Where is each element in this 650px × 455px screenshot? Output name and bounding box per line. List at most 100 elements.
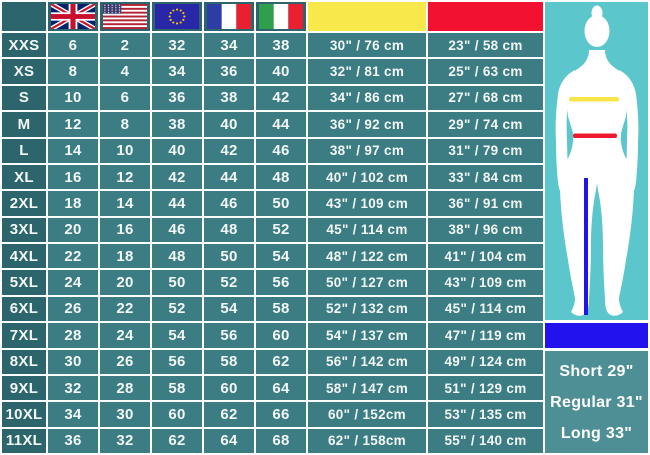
us-flag-icon bbox=[100, 2, 150, 31]
waist-measurement-cell: 45" / 114 cm bbox=[428, 296, 543, 322]
leg-length-panel: Short 29" Regular 31" Long 33" bbox=[545, 351, 648, 453]
uk-size-cell: 28 bbox=[48, 323, 98, 348]
us-size-cell: 24 bbox=[100, 323, 150, 348]
waist-measurement-cell: 41" / 104 cm bbox=[428, 244, 543, 269]
uk-flag-icon bbox=[48, 2, 98, 31]
italy-size-cell: 60 bbox=[256, 323, 306, 348]
measurement-guide-panel: Short 29" Regular 31" Long 33" bbox=[545, 0, 650, 455]
chest-measurement-cell: 36" / 92 cm bbox=[308, 112, 426, 137]
france-size-cell: 44 bbox=[204, 164, 254, 190]
chest-measurement-cell: 50" / 127 cm bbox=[308, 270, 426, 295]
us-size-cell: 16 bbox=[100, 217, 150, 242]
france-size-cell: 62 bbox=[204, 402, 254, 427]
size-label-cell: L bbox=[2, 138, 46, 163]
uk-size-cell: 16 bbox=[48, 164, 98, 190]
france-size-cell: 40 bbox=[204, 112, 254, 137]
size-label-cell: 9XL bbox=[2, 375, 46, 401]
waist-measurement-cell: 29" / 74 cm bbox=[428, 112, 543, 137]
size-label-cell: 5XL bbox=[2, 270, 46, 295]
france-size-cell: 38 bbox=[204, 85, 254, 111]
chest-measurement-cell: 56" / 142 cm bbox=[308, 349, 426, 374]
chest-measurement-cell: 30" / 76 cm bbox=[308, 33, 426, 58]
uk-size-cell: 14 bbox=[48, 138, 98, 163]
france-size-cell: 42 bbox=[204, 138, 254, 163]
italy-size-cell: 66 bbox=[256, 402, 306, 427]
italy-size-cell: 50 bbox=[256, 191, 306, 216]
waist-measurement-cell: 38" / 96 cm bbox=[428, 217, 543, 242]
italy-size-cell: 56 bbox=[256, 270, 306, 295]
inseam-line bbox=[584, 178, 588, 315]
waist-measurement-cell: 51" / 129 cm bbox=[428, 375, 543, 401]
corner-cell bbox=[2, 2, 46, 31]
us-size-cell: 26 bbox=[100, 349, 150, 374]
italy-size-cell: 64 bbox=[256, 375, 306, 401]
waist-measurement-cell: 47" / 119 cm bbox=[428, 323, 543, 348]
france-size-cell: 60 bbox=[204, 375, 254, 401]
size-label-cell: 11XL bbox=[2, 428, 46, 453]
leg-length-long: Long 33" bbox=[560, 424, 633, 442]
uk-size-cell: 10 bbox=[48, 85, 98, 111]
uk-size-cell: 6 bbox=[48, 33, 98, 58]
italy-flag-icon bbox=[256, 2, 306, 31]
eu-size-cell: 48 bbox=[152, 244, 202, 269]
waist-measurement-cell: 36" / 91 cm bbox=[428, 191, 543, 216]
uk-size-cell: 34 bbox=[48, 402, 98, 427]
us-size-cell: 22 bbox=[100, 296, 150, 322]
us-size-cell: 14 bbox=[100, 191, 150, 216]
waist-color-header bbox=[428, 2, 543, 31]
eu-flag-icon bbox=[152, 2, 202, 31]
size-label-cell: 4XL bbox=[2, 244, 46, 269]
france-size-cell: 50 bbox=[204, 244, 254, 269]
us-size-cell: 20 bbox=[100, 270, 150, 295]
france-size-cell: 56 bbox=[204, 323, 254, 348]
chest-measurement-cell: 52" / 132 cm bbox=[308, 296, 426, 322]
chest-measurement-cell: 34" / 86 cm bbox=[308, 85, 426, 111]
eu-size-cell: 44 bbox=[152, 191, 202, 216]
waist-line bbox=[573, 133, 617, 138]
waist-measurement-cell: 43" / 109 cm bbox=[428, 270, 543, 295]
eu-size-cell: 60 bbox=[152, 402, 202, 427]
us-size-cell: 32 bbox=[100, 428, 150, 453]
france-size-cell: 58 bbox=[204, 349, 254, 374]
waist-measurement-cell: 49" / 124 cm bbox=[428, 349, 543, 374]
eu-size-cell: 34 bbox=[152, 59, 202, 84]
us-size-cell: 4 bbox=[100, 59, 150, 84]
italy-size-cell: 38 bbox=[256, 33, 306, 58]
chest-measurement-cell: 48" / 122 cm bbox=[308, 244, 426, 269]
uk-size-cell: 18 bbox=[48, 191, 98, 216]
us-size-cell: 30 bbox=[100, 402, 150, 427]
us-size-cell: 8 bbox=[100, 112, 150, 137]
france-size-cell: 64 bbox=[204, 428, 254, 453]
france-size-cell: 46 bbox=[204, 191, 254, 216]
eu-size-cell: 46 bbox=[152, 217, 202, 242]
size-label-cell: 6XL bbox=[2, 296, 46, 322]
uk-size-cell: 22 bbox=[48, 244, 98, 269]
eu-size-cell: 58 bbox=[152, 375, 202, 401]
size-label-cell: 2XL bbox=[2, 191, 46, 216]
italy-size-cell: 42 bbox=[256, 85, 306, 111]
uk-size-cell: 30 bbox=[48, 349, 98, 374]
eu-size-cell: 32 bbox=[152, 33, 202, 58]
uk-size-cell: 8 bbox=[48, 59, 98, 84]
italy-size-cell: 54 bbox=[256, 244, 306, 269]
uk-size-cell: 32 bbox=[48, 375, 98, 401]
italy-size-cell: 68 bbox=[256, 428, 306, 453]
leg-length-regular: Regular 31" bbox=[550, 393, 643, 411]
chest-measurement-cell: 60" / 152cm bbox=[308, 402, 426, 427]
uk-size-cell: 20 bbox=[48, 217, 98, 242]
chest-measurement-cell: 43" / 109 cm bbox=[308, 191, 426, 216]
waist-measurement-cell: 33" / 84 cm bbox=[428, 164, 543, 190]
eu-size-cell: 50 bbox=[152, 270, 202, 295]
waist-measurement-cell: 55" / 140 cm bbox=[428, 428, 543, 453]
chest-color-header bbox=[308, 2, 426, 31]
waist-measurement-cell: 23" / 58 cm bbox=[428, 33, 543, 58]
france-size-cell: 48 bbox=[204, 217, 254, 242]
us-size-cell: 28 bbox=[100, 375, 150, 401]
uk-size-cell: 12 bbox=[48, 112, 98, 137]
waist-measurement-cell: 27" / 68 cm bbox=[428, 85, 543, 111]
france-size-cell: 34 bbox=[204, 33, 254, 58]
eu-size-cell: 36 bbox=[152, 85, 202, 111]
eu-size-cell: 42 bbox=[152, 164, 202, 190]
female-silhouette-icon bbox=[555, 5, 639, 316]
size-label-cell: M bbox=[2, 112, 46, 137]
